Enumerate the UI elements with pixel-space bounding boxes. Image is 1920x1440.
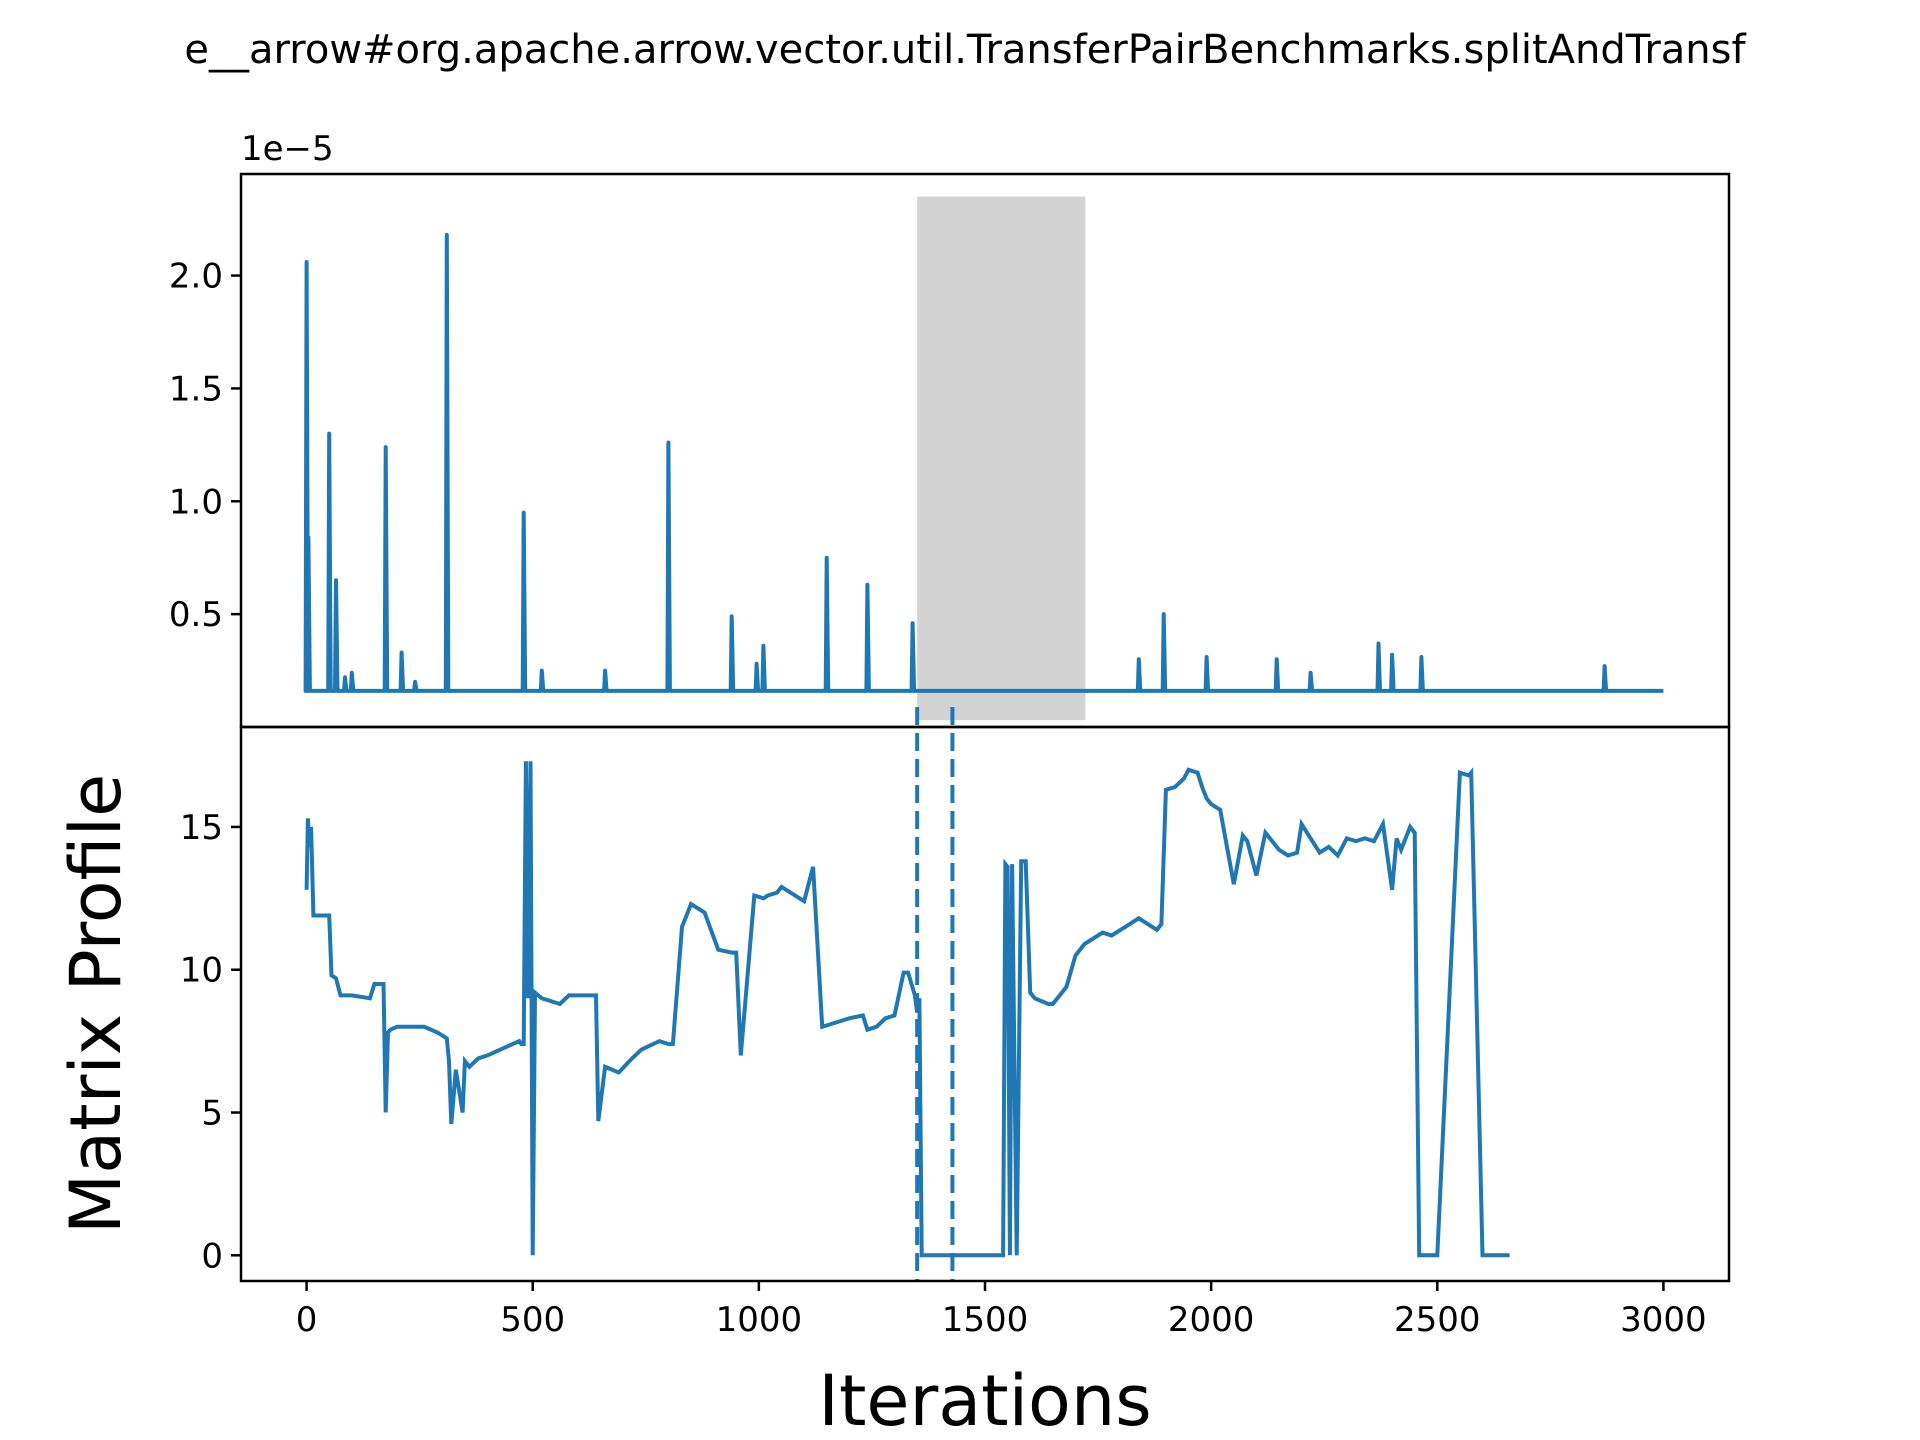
bottom-y-tick-label: 5 [201,1094,223,1134]
x-axis-label: Iterations [818,1360,1151,1440]
x-tick-label: 1500 [942,1300,1029,1340]
chart-title: e__arrow#org.apache.arrow.vector.util.Tr… [184,27,1746,73]
top-y-tick-label: 1.0 [169,482,223,522]
x-tick-label: 1000 [716,1300,803,1340]
bottom-series-line [304,761,1510,1258]
bottom-y-tick-label: 10 [180,951,223,991]
top-y-tick-label: 1.5 [169,369,223,409]
x-tick-label: 3000 [1620,1300,1707,1340]
top-y-tick-label: 0.5 [169,595,223,635]
offset-label: 1e−5 [241,129,334,169]
x-axis: 0 500 1000 1500 2000 2500 3000 [296,1281,1707,1340]
x-tick-label: 500 [500,1300,565,1340]
bottom-y-tick-label: 0 [201,1236,223,1276]
top-y-axis: 0.5 1.0 1.5 2.0 [169,257,241,635]
x-tick-label: 2000 [1168,1300,1255,1340]
bottom-y-tick-label: 15 [180,808,223,848]
top-y-tick-label: 2.0 [169,257,223,297]
x-tick-label: 2500 [1394,1300,1481,1340]
bottom-y-axis: 0 5 10 15 [180,808,241,1276]
bottom-axes-frame [239,725,1731,1283]
top-panel: 0.5 1.0 1.5 2.0 1e−5 [169,129,1731,729]
boundary-lines [915,707,955,1281]
bottom-panel: 0 5 10 15 0 500 1000 1500 2000 2500 3000 [180,707,1731,1340]
top-series-line [303,232,1664,693]
y-axis-label: Matrix Profile [55,774,137,1234]
highlight-region [917,196,1086,721]
x-tick-label: 0 [296,1300,318,1340]
